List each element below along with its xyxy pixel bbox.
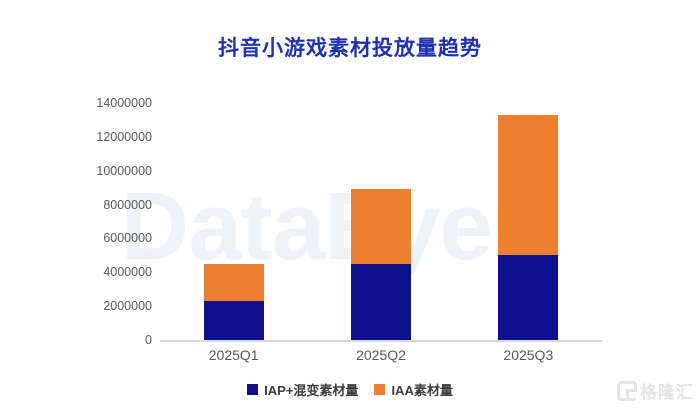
bar-group-2025Q3 bbox=[455, 103, 602, 340]
y-axis: 0 2000000 4000000 6000000 8000000 10000000 120… bbox=[55, 96, 152, 347]
bar-segment-IAP+混变素材量 bbox=[350, 263, 411, 340]
y-axis-tick: 14000000 bbox=[96, 96, 152, 110]
legend-color-swatch-icon bbox=[247, 384, 259, 395]
legend-color-swatch-icon bbox=[374, 384, 386, 395]
x-axis-label: 2025Q3 bbox=[503, 347, 554, 363]
x-axis-label: 2025Q1 bbox=[208, 347, 259, 363]
stacked-bar bbox=[350, 103, 411, 340]
bar-segment-IAA素材量 bbox=[203, 263, 264, 302]
x-axis: 2025Q1 2025Q2 2025Q3 bbox=[160, 347, 602, 363]
y-axis-tick: 0 bbox=[145, 333, 152, 347]
stacked-bar bbox=[203, 103, 264, 340]
legend-label: IAA素材量 bbox=[391, 383, 453, 398]
legend: IAP+混变素材量 IAA素材量 bbox=[0, 380, 700, 399]
legend-label: IAP+混变素材量 bbox=[264, 383, 359, 398]
y-axis-tick: 10000000 bbox=[96, 163, 152, 178]
x-axis-label: 2025Q2 bbox=[356, 347, 406, 363]
y-axis-tick: 12000000 bbox=[96, 129, 152, 144]
chart-title: 抖音小游戏素材投放量趋势 bbox=[218, 37, 482, 60]
y-axis-tick: 4000000 bbox=[103, 265, 152, 280]
bar-segment-IAA素材量 bbox=[350, 189, 411, 264]
y-axis-tick: 6000000 bbox=[103, 231, 152, 246]
y-axis-tick: 8000000 bbox=[103, 197, 152, 212]
plot-area bbox=[160, 103, 602, 342]
bar-segment-IAA素材量 bbox=[498, 114, 559, 256]
bar-segment-IAP+混变素材量 bbox=[203, 301, 264, 340]
legend-item: IAA素材量 bbox=[374, 380, 453, 399]
bar-group-2025Q1 bbox=[160, 103, 307, 340]
legend-item: IAP+混变素材量 bbox=[247, 380, 358, 399]
stacked-bar bbox=[498, 103, 559, 340]
bar-segment-IAP+混变素材量 bbox=[498, 255, 559, 340]
y-axis-tick: 2000000 bbox=[103, 299, 152, 314]
bar-group-2025Q2 bbox=[307, 103, 454, 340]
